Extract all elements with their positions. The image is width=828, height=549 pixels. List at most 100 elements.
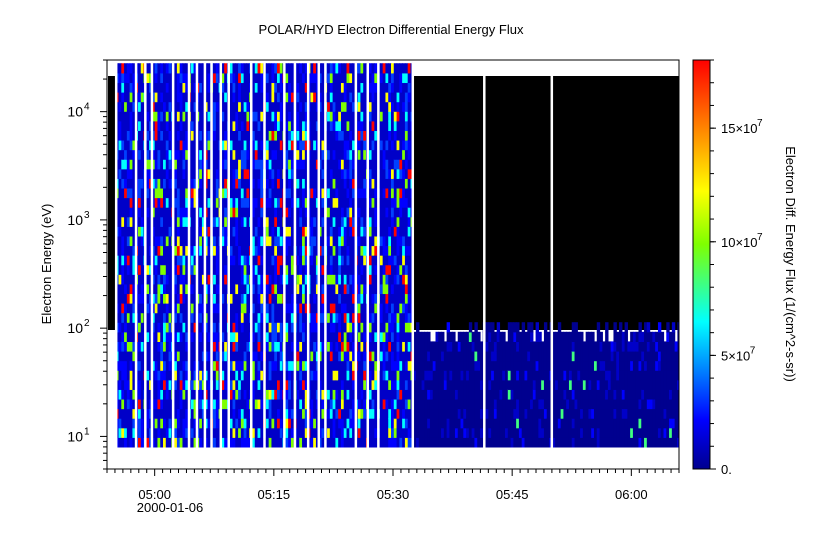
spectrogram-cell	[182, 331, 186, 342]
spectrogram-cell	[452, 398, 456, 410]
spectrogram-cell	[213, 178, 217, 189]
spectrogram-cell	[179, 149, 184, 160]
spectrogram-cell	[407, 341, 412, 352]
spectrogram-cell	[379, 82, 384, 93]
spectrogram-cell	[232, 274, 236, 285]
spectrogram-cell	[290, 341, 295, 352]
spectrogram-cell	[243, 235, 248, 247]
spectrogram-cell	[121, 92, 125, 103]
spectrogram-cell	[568, 360, 573, 371]
spectrogram-cell	[215, 283, 220, 295]
spectrogram-cell	[454, 408, 459, 419]
spectrogram-cell	[399, 379, 403, 390]
spectrogram-cell	[285, 226, 289, 237]
spectrogram-cell	[182, 207, 186, 218]
spectrogram-cell	[224, 303, 228, 314]
spectrogram-cell	[488, 379, 492, 390]
spectrogram-cell	[238, 226, 242, 237]
spectrogram-cell	[207, 245, 211, 256]
spectrogram-cell	[349, 255, 353, 266]
spectrogram-cell	[238, 120, 242, 131]
spectrogram-cell	[349, 63, 353, 74]
spectrogram-cell	[485, 379, 489, 390]
spectrogram-cell	[240, 111, 245, 122]
spectrogram-cell	[288, 139, 292, 151]
spectrogram-cell	[416, 331, 420, 342]
spectrogram-cell	[343, 130, 348, 141]
spectrogram-cell	[530, 427, 534, 438]
spectrogram-cell	[168, 255, 172, 266]
spectrogram-cell	[140, 350, 145, 362]
spectrogram-cell	[257, 159, 261, 170]
spectrogram-cell	[532, 350, 537, 362]
spectrogram-cell	[193, 331, 197, 342]
spectrogram-cell	[385, 168, 389, 179]
spectrogram-cell	[271, 408, 275, 419]
spectrogram-cell	[546, 389, 551, 400]
spectrogram-cell	[201, 293, 206, 304]
spectrogram-cell	[277, 216, 281, 227]
spectrogram-cell	[360, 370, 364, 381]
spectrogram-cell	[254, 63, 259, 74]
spectrogram-cell	[310, 255, 314, 266]
spectrogram-cell	[224, 159, 228, 170]
spectrogram-cell	[546, 360, 551, 371]
spectrogram-cell	[182, 398, 186, 410]
spectrogram-cell	[121, 187, 125, 199]
spectrogram-cell	[571, 322, 576, 333]
spectrogram-cell	[374, 92, 378, 103]
spectrogram-cell	[318, 159, 323, 170]
spectrogram-cell	[363, 82, 367, 93]
spectrogram-cell	[124, 63, 128, 74]
spectrogram-cell	[274, 322, 278, 333]
spectrogram-cell	[329, 303, 334, 314]
spectrogram-cell	[371, 408, 375, 419]
spectrogram-cell	[543, 427, 548, 438]
spectrogram-cell	[213, 312, 217, 323]
spectrogram-cell	[391, 437, 395, 448]
spectrogram-cell	[516, 322, 520, 333]
spectrogram-cell	[479, 389, 484, 400]
spectrogram-cell	[505, 427, 509, 438]
spectrogram-cell	[154, 226, 159, 237]
spectrogram-cell	[374, 322, 378, 333]
spectrogram-cell	[238, 101, 242, 112]
spectrogram-cell	[335, 111, 339, 122]
spectrogram-cell	[126, 303, 131, 314]
spectrogram-cell	[352, 283, 356, 295]
spectrogram-cell	[221, 350, 225, 362]
spectrogram-cell	[332, 350, 336, 362]
spectrogram-cell	[363, 92, 367, 103]
spectrogram-cell	[235, 72, 239, 84]
spectrogram-cell	[207, 197, 211, 208]
spectrogram-cell	[221, 331, 225, 342]
spectrogram-cell	[118, 139, 122, 151]
spectrogram-cell	[368, 187, 373, 199]
spectrogram-cell	[176, 341, 181, 352]
spectrogram-cell	[137, 72, 142, 84]
spectrogram-cell	[271, 274, 275, 285]
spectrogram-cell	[302, 264, 306, 275]
spectrogram-cell	[277, 63, 281, 74]
spectrogram-cell	[454, 389, 459, 400]
spectrogram-cell	[399, 370, 403, 381]
spectrogram-cell	[232, 418, 236, 429]
spectrogram-cell	[479, 370, 484, 381]
spectrogram-cell	[151, 92, 156, 103]
spectrogram-cell	[201, 370, 206, 381]
spectrogram-cell	[555, 341, 559, 352]
spectrogram-cell	[393, 255, 398, 266]
spectrogram-cell	[566, 398, 570, 410]
spectrogram-cell	[137, 130, 142, 141]
spectrogram-cell	[335, 216, 339, 227]
spectrogram-cell	[349, 159, 353, 170]
spectrogram-cell	[182, 101, 186, 112]
spectrogram-cell	[140, 92, 145, 103]
spectrogram-cell	[327, 159, 331, 170]
spectrogram-cell	[137, 92, 142, 103]
spectrogram-cell	[524, 360, 528, 371]
spectrogram-cell	[335, 159, 339, 170]
spectrogram-cell	[477, 418, 481, 429]
spectrogram-cell	[352, 216, 356, 227]
spectrogram-cell	[165, 149, 170, 160]
